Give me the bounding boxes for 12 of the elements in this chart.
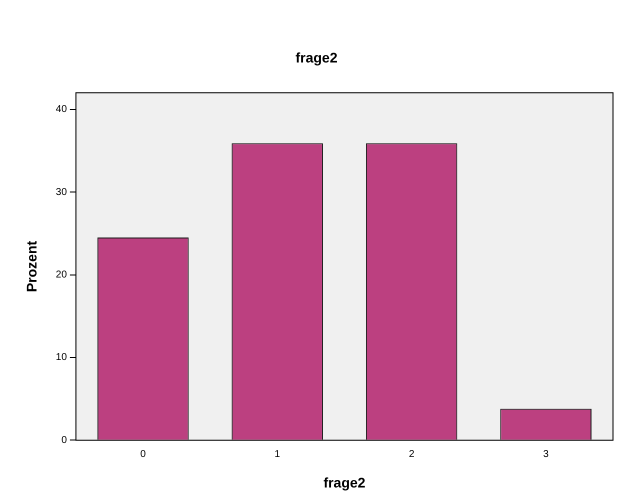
- x-axis-title: frage2: [323, 474, 366, 490]
- y-tick-label: 20: [56, 270, 68, 281]
- y-tick-label: 10: [56, 352, 68, 364]
- x-tick-label: 1: [274, 448, 281, 460]
- y-tick-label: 40: [56, 104, 68, 116]
- chart-title: frage2: [295, 49, 338, 66]
- x-tick-label: 2: [408, 448, 415, 460]
- x-tick-label: 3: [543, 448, 550, 460]
- y-tick-label: 30: [56, 186, 68, 198]
- x-tick-label: 0: [140, 448, 146, 460]
- y-tick-label: 0: [61, 434, 68, 446]
- y-axis-title: Prozent: [23, 240, 40, 292]
